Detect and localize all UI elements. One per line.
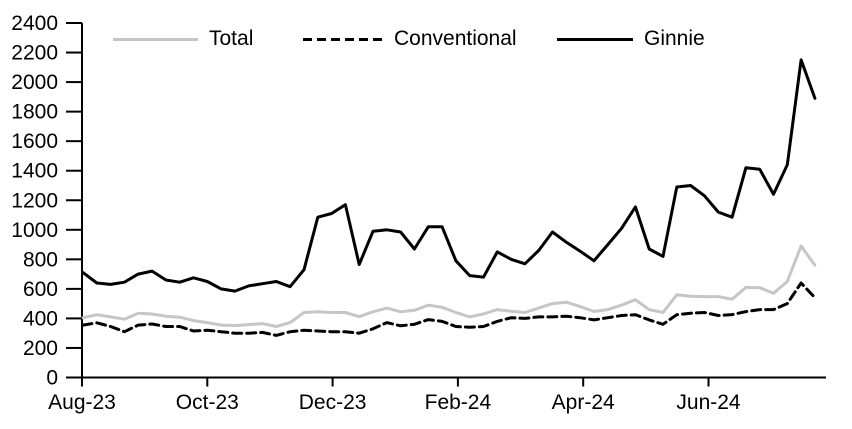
legend-line-conventional-icon [303,37,383,41]
x-axis-tick-label: Oct-23 [176,391,239,414]
legend-item-ginnie: Ginnie [557,28,705,50]
legend-line-total-icon [113,37,198,41]
y-axis-tick-label: 400 [23,307,58,330]
x-axis-tick-label: Apr-24 [552,391,615,414]
x-axis-tick-label: Jun-24 [676,391,741,414]
y-axis-tick-label: 2400 [11,12,58,35]
y-axis-tick-label: 1800 [11,101,58,124]
legend-label-total: Total [209,27,254,50]
legend-label-ginnie: Ginnie [644,27,705,50]
series-line-conventional [81,281,817,337]
x-axis-tick-label: Aug-23 [48,391,116,414]
chart-legend: Total Conventional Ginnie [0,0,852,60]
series-line-total [81,244,817,328]
series-line-ginnie [81,58,817,293]
legend-item-total: Total [113,28,253,50]
y-axis-tick-label: 1000 [11,219,58,242]
y-axis-tick-label: 0 [46,367,58,390]
y-axis-tick-label: 1400 [11,160,58,183]
x-axis-tick-label: Feb-24 [425,391,492,414]
y-axis-tick-label: 2000 [11,71,58,94]
y-axis-tick-label: 1600 [11,130,58,153]
legend-item-conventional: Conventional [303,28,517,50]
y-axis-tick-label: 800 [23,248,58,271]
legend-label-conventional: Conventional [394,27,517,50]
y-axis-tick-label: 1200 [11,189,58,212]
y-axis-tick-label: 200 [23,337,58,360]
y-axis-tick-label: 2200 [11,42,58,65]
legend-line-ginnie-icon [557,37,633,41]
y-axis-tick-label: 600 [23,278,58,301]
x-axis-tick-label: Dec-23 [299,391,367,414]
